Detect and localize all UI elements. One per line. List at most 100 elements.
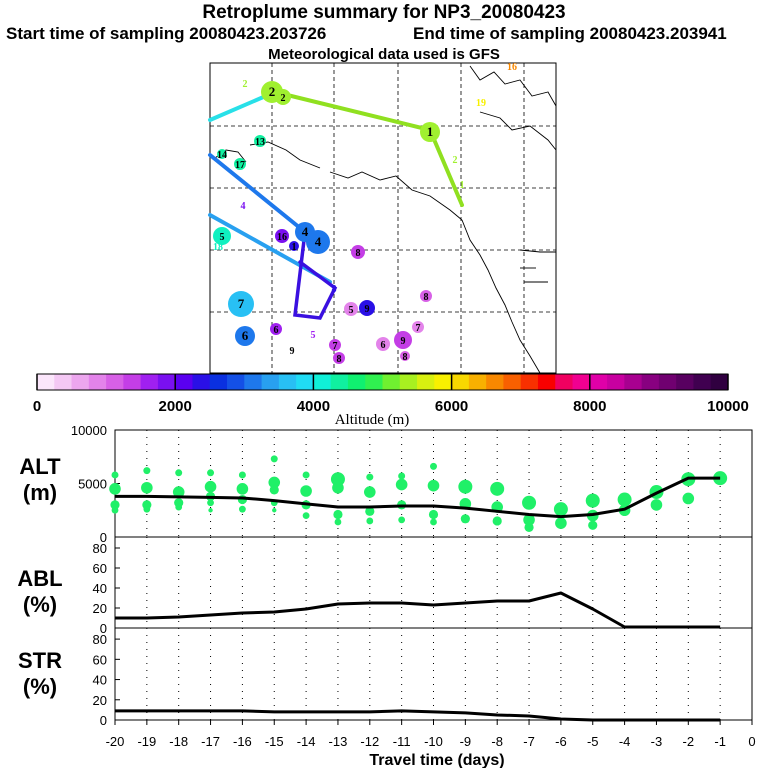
colorbar-swatch bbox=[641, 374, 660, 390]
x-tick-label: -17 bbox=[201, 734, 220, 749]
map-marker-label: 2 bbox=[269, 84, 276, 99]
colorbar-swatch bbox=[175, 374, 193, 390]
y-tick-label: 40 bbox=[93, 673, 107, 688]
map-marker bbox=[394, 331, 412, 349]
map-marker bbox=[344, 302, 358, 316]
colorbar-swatch bbox=[572, 374, 591, 390]
panel-abl: 0 20 40 60 80 bbox=[93, 536, 753, 636]
x-tick-label: -4 bbox=[619, 734, 631, 749]
map-marker-label: 5 bbox=[220, 232, 225, 243]
map-marker-label: 5 bbox=[311, 330, 316, 341]
map-marker-label: 8 bbox=[332, 284, 337, 295]
colorbar-tick-label: 0 bbox=[33, 398, 41, 415]
x-tick-label: -8 bbox=[491, 734, 503, 749]
colorbar-swatch bbox=[486, 374, 504, 390]
map-marker bbox=[275, 89, 291, 105]
map-marker-label: 9 bbox=[401, 336, 406, 347]
map-marker bbox=[254, 135, 266, 147]
colorbar-swatch bbox=[227, 374, 245, 390]
colorbar-swatch bbox=[520, 374, 539, 390]
map-marker-label: 6 bbox=[381, 340, 386, 351]
scatter-point bbox=[617, 492, 632, 507]
scatter-point bbox=[524, 522, 534, 532]
map-marker bbox=[217, 149, 227, 159]
scatter-point bbox=[522, 495, 537, 510]
scatter-point bbox=[175, 469, 183, 477]
colorbar-swatch bbox=[555, 374, 574, 390]
map-marker bbox=[376, 337, 390, 351]
series-line bbox=[115, 476, 721, 519]
scatter-point bbox=[111, 471, 119, 479]
scatter-point bbox=[207, 469, 215, 477]
y-tick-label: 0 bbox=[100, 621, 107, 636]
scatter-point bbox=[332, 481, 344, 494]
scatter-point bbox=[109, 483, 121, 495]
series-line bbox=[115, 591, 721, 629]
x-tick-label: -18 bbox=[169, 734, 188, 749]
map-marker bbox=[289, 241, 299, 251]
colorbar-swatch bbox=[88, 374, 107, 390]
map-marker-label: 1 bbox=[460, 180, 465, 191]
scatter-point bbox=[238, 471, 246, 479]
scatter-point bbox=[270, 455, 278, 463]
scatter-point bbox=[523, 514, 535, 526]
scatter-point bbox=[110, 500, 120, 510]
colorbar-swatch bbox=[140, 374, 159, 390]
y-tick-label: 5000 bbox=[78, 477, 107, 492]
scatter-point bbox=[585, 493, 600, 508]
colorbar-swatch bbox=[192, 374, 211, 390]
colorbar-swatch bbox=[451, 374, 470, 390]
scatter-point bbox=[430, 518, 437, 526]
scatter-point bbox=[172, 486, 185, 498]
colorbar-swatch bbox=[157, 374, 176, 390]
colorbar-swatch bbox=[278, 374, 297, 390]
scatter-point bbox=[366, 517, 374, 525]
scatter-point bbox=[111, 506, 119, 514]
x-tick-label: -11 bbox=[393, 734, 411, 749]
colorbar-tick-label: 10000 bbox=[707, 398, 749, 415]
map-marker bbox=[306, 230, 330, 254]
x-tick-label: -7 bbox=[523, 734, 535, 749]
colorbar-tick-label: 6000 bbox=[435, 398, 468, 415]
scatter-point bbox=[204, 480, 217, 493]
colorbar-swatch bbox=[365, 374, 383, 390]
end-time-label: End time of sampling 20080423.203941 bbox=[413, 24, 727, 43]
colorbar-swatch bbox=[607, 374, 625, 390]
map-marker-label: 14 bbox=[217, 150, 227, 161]
str-label-line2: (%) bbox=[22, 674, 58, 699]
str-panel-label: STR (%) bbox=[5, 648, 75, 700]
scatter-point bbox=[208, 508, 213, 513]
y-tick-label: 0 bbox=[100, 530, 107, 545]
scatter-point bbox=[555, 517, 567, 529]
x-tick-label: -5 bbox=[587, 734, 599, 749]
scatter-point bbox=[143, 467, 151, 475]
colorbar-swatch bbox=[537, 374, 556, 390]
colorbar-tick-label: 4000 bbox=[297, 398, 330, 415]
y-tick-label: 20 bbox=[93, 693, 107, 708]
colorbar-swatch bbox=[417, 374, 435, 390]
x-tick-label: -13 bbox=[329, 734, 348, 749]
colorbar-swatch bbox=[676, 374, 694, 390]
scatter-point bbox=[365, 506, 375, 516]
colorbar-swatch bbox=[658, 374, 677, 390]
map-marker bbox=[275, 229, 289, 243]
map-marker-label: 8 bbox=[403, 352, 408, 363]
map-marker bbox=[359, 300, 375, 316]
colorbar-swatch bbox=[382, 374, 401, 390]
x-tick-label: -16 bbox=[233, 734, 252, 749]
map-marker-label: 19 bbox=[476, 98, 486, 109]
scatter-point bbox=[175, 503, 183, 511]
colorbar-swatch bbox=[313, 374, 332, 390]
colorbar-swatch bbox=[244, 374, 263, 390]
scatter-point bbox=[207, 499, 214, 507]
panel-alt: 0 5000 10000 bbox=[71, 423, 753, 545]
alt-panel-label: ALT (m) bbox=[5, 454, 75, 506]
x-tick-label: -20 bbox=[106, 734, 125, 749]
map-marker-label: 13 bbox=[255, 137, 265, 148]
map-marker bbox=[333, 352, 345, 364]
map-marker-label: 16 bbox=[277, 232, 287, 243]
colorbar-swatch bbox=[54, 374, 73, 390]
scatter-point bbox=[236, 483, 249, 495]
map-marker-label: 2 bbox=[453, 155, 458, 166]
